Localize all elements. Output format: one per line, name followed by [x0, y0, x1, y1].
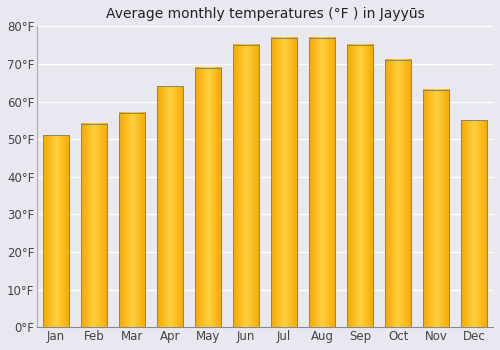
Bar	[195, 68, 222, 327]
Bar	[119, 113, 146, 327]
Bar	[423, 90, 450, 327]
Bar	[271, 37, 297, 327]
Bar	[309, 37, 336, 327]
Bar	[81, 124, 108, 327]
Bar	[233, 45, 260, 327]
Bar	[157, 86, 184, 327]
Bar	[461, 120, 487, 327]
Bar	[347, 45, 374, 327]
Bar	[385, 60, 411, 327]
Title: Average monthly temperatures (°F ) in Jayyūs: Average monthly temperatures (°F ) in Ja…	[106, 7, 424, 21]
Bar	[43, 135, 70, 327]
